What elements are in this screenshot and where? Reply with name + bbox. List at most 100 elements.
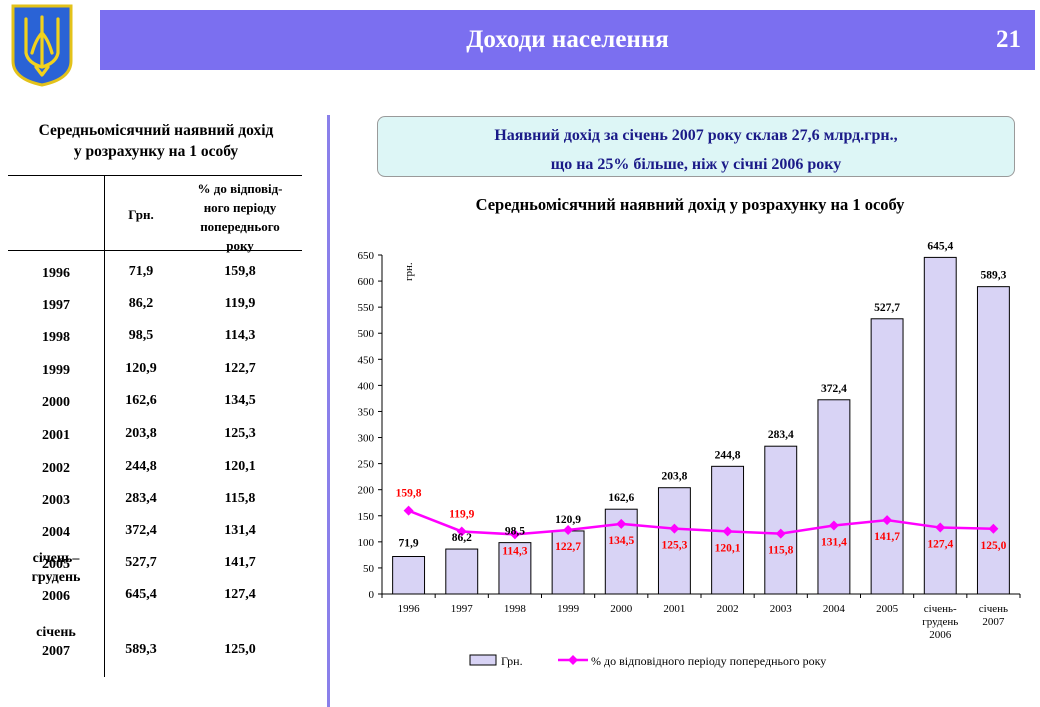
uah-cell: 645,4 — [125, 587, 157, 602]
table-column-divider — [104, 175, 105, 677]
pct-point — [563, 525, 574, 536]
period-cell: 1998 — [42, 330, 70, 345]
pct-point — [882, 515, 893, 526]
uah-cell: 244,8 — [125, 459, 157, 474]
period-cell: 1996 — [42, 266, 70, 281]
x-tick-label: 1999 — [557, 603, 580, 615]
pct-cell: 141,7 — [224, 555, 256, 570]
pct-series-line — [408, 509, 994, 536]
y-tick-label: 550 — [358, 302, 375, 314]
x-tick-label: січень — [979, 603, 1008, 615]
vertical-divider — [327, 115, 330, 707]
table-title: Середньомісячний наявний дохід у розраху… — [38, 122, 274, 160]
bar-value-label: 244,8 — [715, 449, 741, 461]
period-cell: січень 2007 — [36, 625, 76, 659]
pct-value-label: 131,4 — [821, 536, 847, 548]
bar — [445, 548, 479, 595]
y-tick-label: 0 — [369, 589, 375, 601]
x-tick-label: 2005 — [876, 603, 899, 615]
uah-cell: 98,5 — [128, 328, 154, 343]
uah-cell: 589,3 — [125, 642, 157, 657]
page-title: Доходи населення — [466, 26, 669, 53]
chart-title: Середньомісячний наявний дохід у розраху… — [475, 195, 905, 214]
bar — [976, 286, 1010, 595]
x-tick-label: 2006 — [929, 629, 952, 641]
pct-value-label: 125,3 — [661, 540, 687, 552]
uah-cell: 283,4 — [125, 491, 157, 506]
period-cell: 2000 — [42, 395, 70, 410]
y-tick-label: 250 — [358, 459, 375, 471]
table-row: 2001 203,8 125,3 — [8, 426, 304, 446]
bar — [392, 556, 426, 595]
col-header-pct: % до відповід- ного періоду попереднього… — [197, 181, 283, 253]
coat-of-arms-icon — [11, 4, 73, 87]
uah-cell: 162,6 — [125, 393, 157, 408]
table-row: 1997 86,2 119,9 — [8, 296, 304, 316]
table-row: 1999 120,9 122,7 — [8, 361, 304, 381]
pct-value-label: 114,3 — [502, 545, 527, 557]
pct-point — [775, 528, 786, 539]
y-tick-label: 350 — [358, 406, 375, 418]
y-tick-label: 600 — [358, 276, 375, 288]
bar — [764, 445, 798, 595]
pct-value-label: 122,7 — [555, 541, 581, 553]
table-row: 2000 162,6 134,5 — [8, 393, 304, 413]
table-row: січень 2007 589,3 125,0 — [8, 623, 304, 659]
pct-point — [935, 522, 946, 533]
uah-cell: 71,9 — [128, 264, 154, 279]
pct-cell: 114,3 — [224, 328, 256, 343]
period-cell: 2003 — [42, 493, 70, 508]
pct-cell: 134,5 — [224, 393, 256, 408]
period-cell: 1997 — [42, 298, 70, 313]
pct-value-label: 119,9 — [449, 508, 474, 520]
pct-point — [988, 523, 999, 534]
legend-label-line: % до відповідного періоду попереднього р… — [591, 654, 826, 668]
uah-cell: 372,4 — [125, 523, 157, 538]
x-tick-label: 2001 — [663, 603, 685, 615]
bar — [817, 399, 851, 595]
period-cell: 2001 — [42, 428, 70, 443]
table-row: 2002 244,8 120,1 — [8, 459, 304, 479]
pct-value-label: 141,7 — [874, 531, 900, 543]
x-tick-label: грудень — [922, 616, 958, 628]
uah-cell: 527,7 — [125, 555, 157, 570]
bar — [657, 487, 691, 595]
bar-value-label: 120,9 — [555, 514, 581, 526]
x-tick-label: 1998 — [504, 603, 527, 615]
bar-value-label: 645,4 — [927, 240, 953, 252]
x-tick-label: січень- — [924, 603, 957, 615]
pct-point — [616, 518, 627, 529]
y-tick-label: 200 — [358, 485, 375, 497]
pct-cell: 127,4 — [224, 587, 256, 602]
bar-value-label: 98,5 — [505, 526, 525, 538]
pct-value-label: 159,8 — [396, 488, 422, 500]
pct-point — [403, 505, 414, 516]
y-tick-label: 50 — [363, 563, 375, 575]
uah-cell: 120,9 — [125, 361, 157, 376]
bar-value-label: 372,4 — [821, 383, 847, 395]
header-bar: Доходи населення 21 — [100, 10, 1035, 70]
table-row: 1996 71,9 159,8 — [8, 264, 304, 284]
pct-point — [722, 526, 733, 537]
uah-cell: 86,2 — [128, 296, 154, 311]
y-tick-label: 650 — [358, 250, 375, 262]
bar-value-label: 527,7 — [874, 302, 900, 314]
table-row: 2003 283,4 115,8 — [8, 491, 304, 511]
pct-cell: 125,0 — [224, 642, 256, 657]
bar — [498, 542, 532, 595]
table-row: 1998 98,5 114,3 — [8, 328, 304, 348]
bar-value-label: 589,3 — [980, 270, 1006, 282]
legend-swatch-marker — [568, 655, 578, 665]
legend-swatch-bar — [469, 654, 497, 666]
bar-value-label: 203,8 — [661, 471, 687, 483]
bar-value-label: 283,4 — [768, 429, 794, 441]
pct-point — [456, 526, 467, 537]
x-tick-label: 2004 — [823, 603, 846, 615]
bar-value-label: 71,9 — [399, 538, 419, 550]
period-cell: 2005 — [42, 557, 70, 572]
x-tick-label: 2003 — [770, 603, 793, 615]
x-tick-label: 1997 — [451, 603, 474, 615]
x-tick-label: 2007 — [982, 616, 1005, 628]
bar — [923, 256, 957, 595]
pct-value-label: 127,4 — [927, 539, 953, 551]
